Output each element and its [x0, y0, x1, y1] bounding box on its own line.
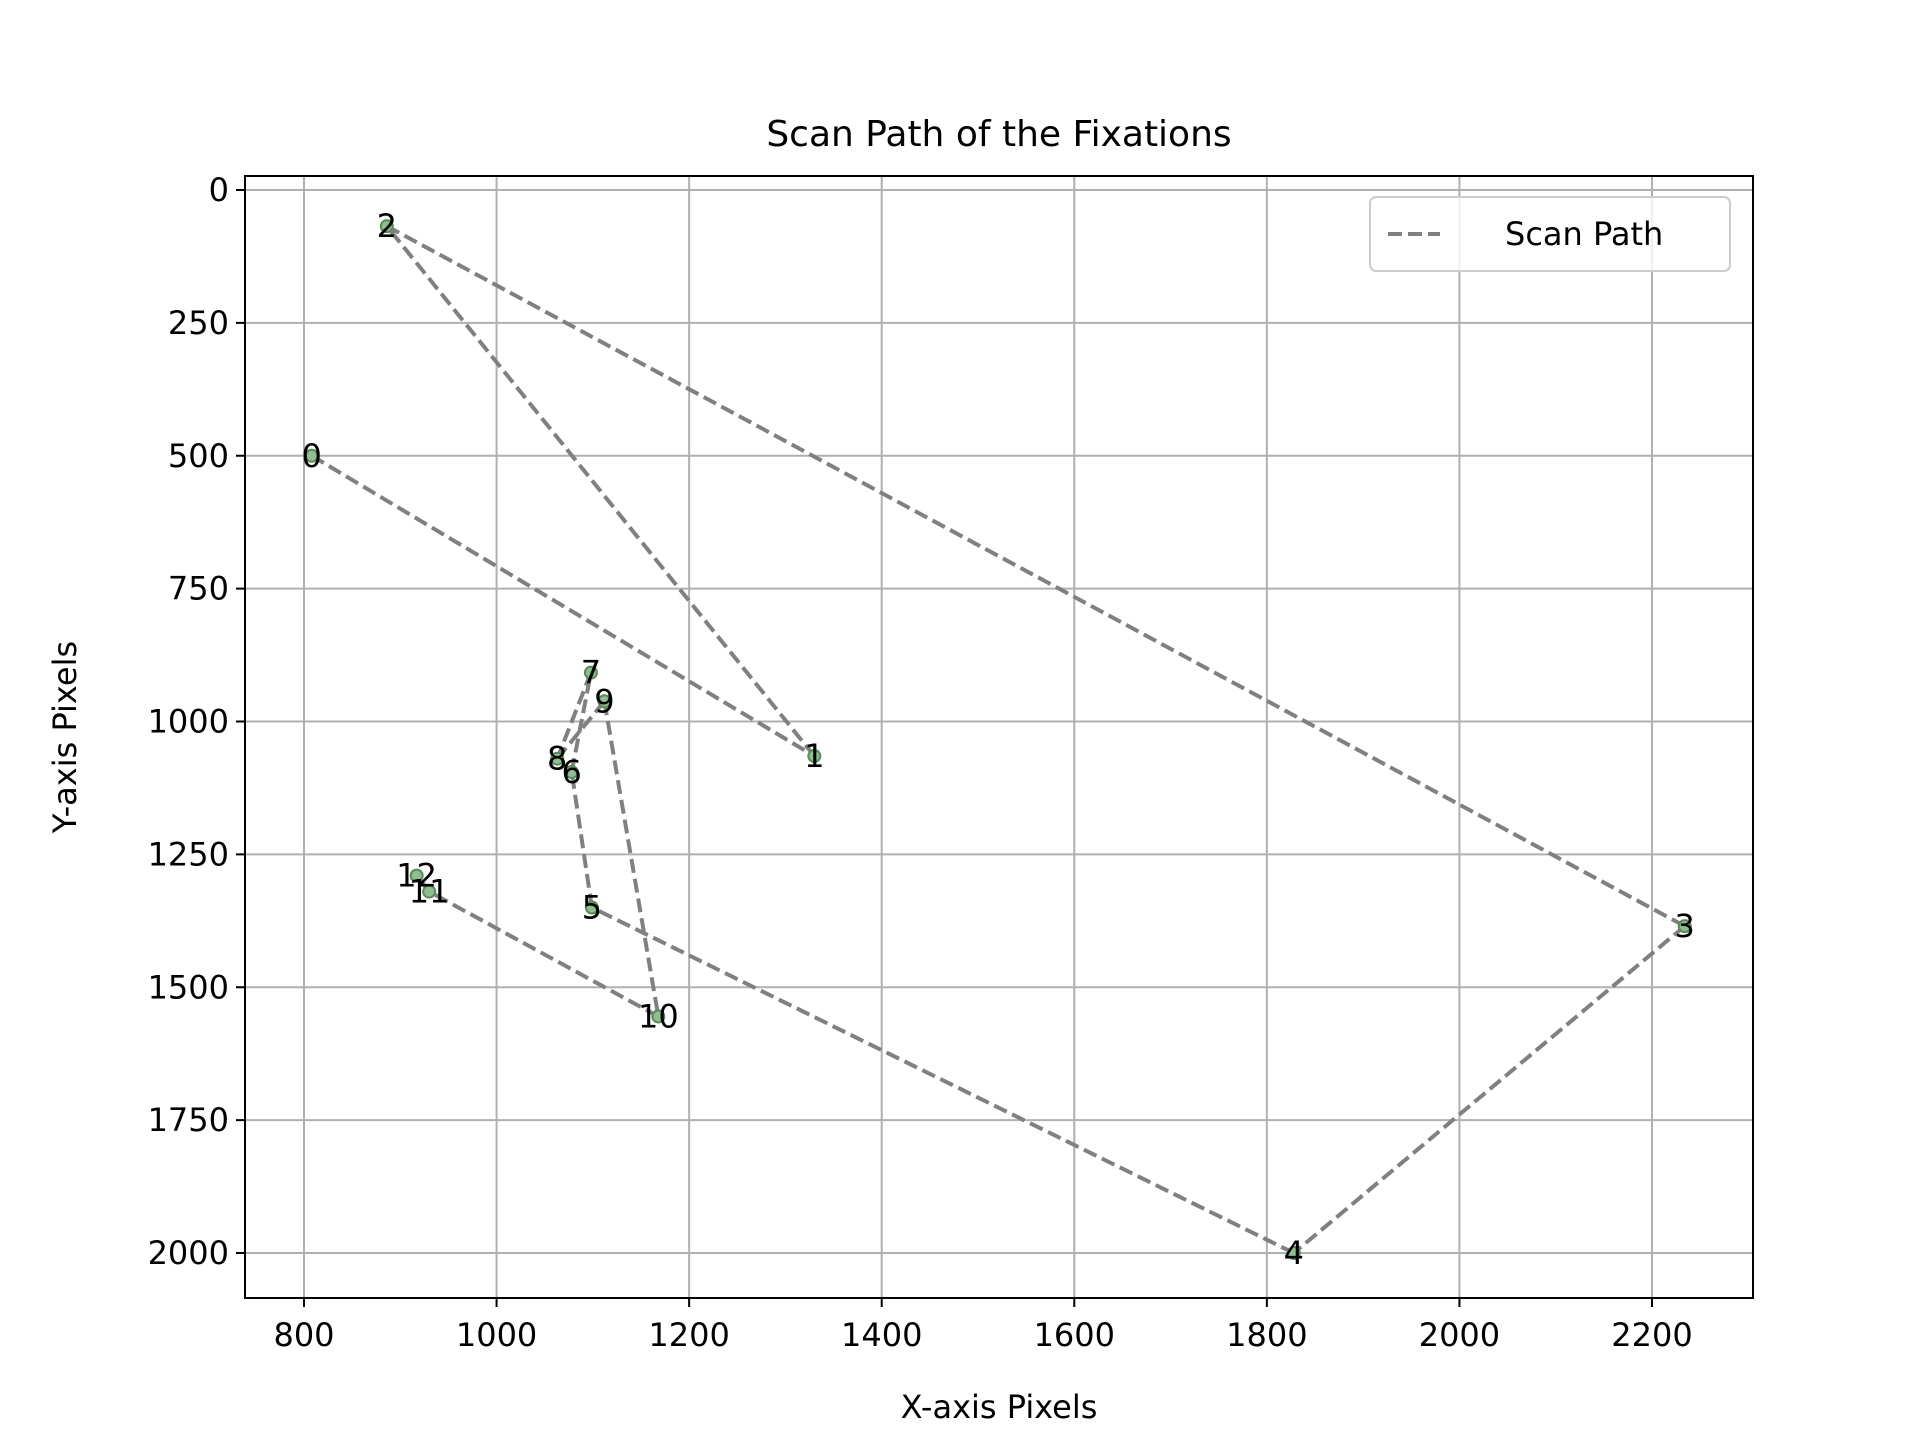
x-tick-label: 1200 — [648, 1316, 729, 1354]
fixation-label: 8 — [547, 740, 567, 778]
plot-frame — [244, 175, 1754, 1299]
y-tick-label: 2000 — [148, 1234, 229, 1272]
fixation-point — [564, 764, 579, 779]
x-tick-label: 2000 — [1419, 1316, 1500, 1354]
legend-label: Scan Path — [1505, 215, 1663, 253]
scan-path-segment — [555, 700, 606, 760]
scan-path-segment — [591, 905, 1295, 1255]
legend: Scan Path — [1369, 196, 1731, 272]
fixation-point — [1677, 919, 1692, 934]
axis-ticks: 800 1000 1200 1400 1600 1800 2000 2200025050075… — [148, 171, 1693, 1354]
fixation-label: 9 — [594, 682, 614, 720]
scan-path-segment — [310, 454, 816, 758]
fixation-label: 0 — [302, 437, 322, 475]
fixation-points — [304, 219, 1692, 1260]
fixation-point — [597, 694, 612, 709]
fixation-label: 4 — [1284, 1234, 1304, 1272]
x-tick-label: 2200 — [1611, 1316, 1692, 1354]
x-tick-label: 1400 — [841, 1316, 922, 1354]
scan-path-lines — [310, 224, 1687, 1255]
x-axis-label: X-axis Pixels — [901, 1388, 1098, 1426]
x-tick-label: 800 — [273, 1316, 334, 1354]
x-tick-label: 1800 — [1226, 1316, 1307, 1354]
fixation-point — [304, 448, 319, 463]
fixation-label: 7 — [581, 654, 601, 692]
x-tick-label: 1000 — [456, 1316, 537, 1354]
fixation-label: 12 — [396, 857, 437, 895]
fixation-point — [1286, 1246, 1301, 1260]
legend-box — [1369, 196, 1731, 272]
fixation-point — [379, 219, 394, 234]
grid — [245, 176, 1753, 1298]
y-tick-label: 750 — [168, 570, 229, 608]
fixation-label: 10 — [638, 997, 679, 1035]
fixation-label: 3 — [1675, 907, 1695, 945]
fixation-point — [651, 1009, 666, 1024]
y-axis-label: Y-axis Pixels — [46, 641, 84, 834]
fixation-label: 1 — [804, 737, 824, 775]
fixation-label: 11 — [409, 873, 450, 911]
scan-path-segment — [569, 771, 594, 908]
fixation-point — [422, 884, 437, 899]
scan-path-segment — [385, 224, 1686, 928]
scan-path-segment — [569, 672, 593, 773]
y-tick-label: 0 — [209, 171, 229, 209]
y-tick-label: 1750 — [148, 1101, 229, 1139]
scan-path-segment — [1292, 924, 1687, 1255]
fixation-point — [584, 900, 599, 915]
y-tick-label: 1500 — [148, 968, 229, 1006]
scan-path-segment — [602, 700, 661, 1017]
y-tick-label: 1000 — [148, 703, 229, 741]
chart-title: Scan Path of the Fixations — [766, 114, 1231, 155]
fixation-label: 5 — [582, 889, 602, 927]
y-tick-label: 500 — [168, 437, 229, 475]
scan-path-segment — [385, 224, 816, 758]
fixation-point — [409, 868, 424, 883]
x-tick-label: 1600 — [1034, 1316, 1115, 1354]
y-tick-label: 250 — [168, 304, 229, 342]
scan-path-segment — [555, 671, 593, 760]
scan-path-segment — [428, 889, 660, 1019]
fixation-label: 2 — [377, 207, 397, 245]
fixation-point — [583, 665, 598, 680]
y-tick-label: 1250 — [148, 835, 229, 873]
fixation-point — [807, 749, 822, 764]
fixation-label: 6 — [561, 753, 581, 791]
fixation-point — [550, 751, 565, 766]
